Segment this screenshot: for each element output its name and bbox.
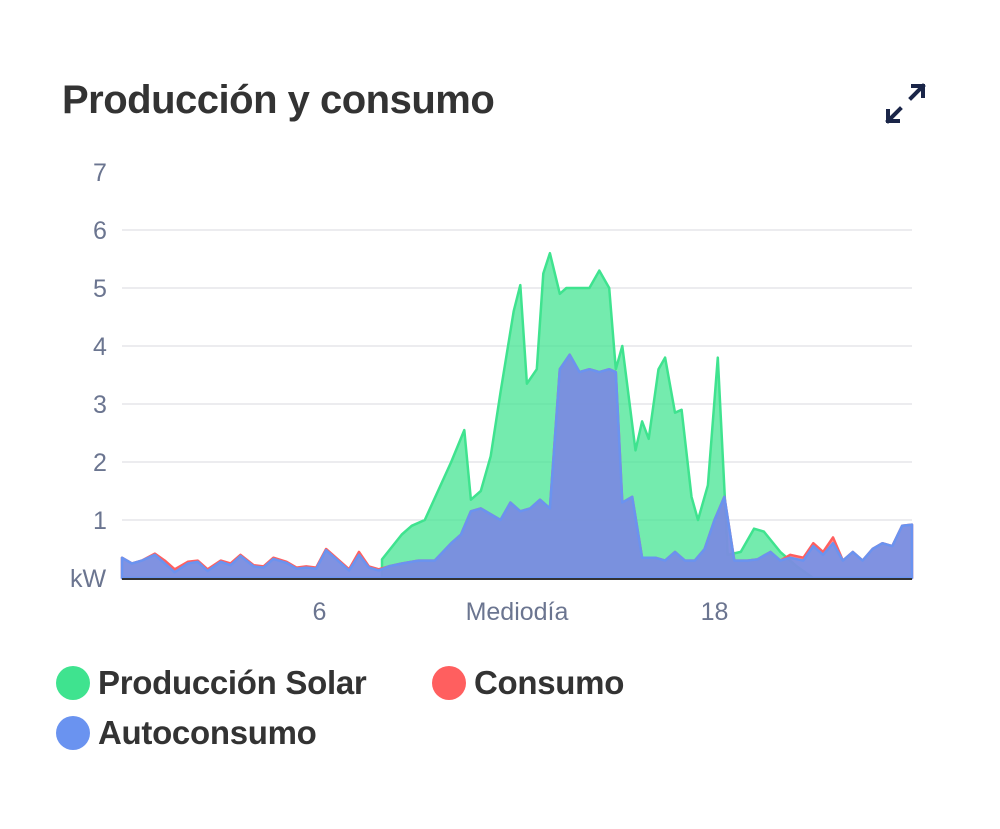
y-tick-label: 3: [93, 391, 107, 419]
y-tick-label: 1: [93, 507, 107, 535]
y-tick-label: 5: [93, 275, 107, 303]
expand-arrows-icon: [885, 83, 926, 124]
expand-button[interactable]: [880, 78, 932, 130]
y-axis-ticks: 7 6 5 4 3 2 1: [93, 159, 107, 535]
x-axis-ticks: 6 Mediodía 18: [313, 598, 729, 626]
legend-label-autoconsumo: Autoconsumo: [98, 714, 317, 751]
y-axis-unit-label: kW: [70, 565, 107, 593]
legend-item-produccion-solar[interactable]: Producción Solar: [56, 664, 367, 702]
card-title: Producción y consumo: [62, 78, 495, 122]
series-area-autoconsumo: [120, 353, 914, 580]
y-tick-label: 2: [93, 449, 107, 477]
legend-dot-produccion-solar: [56, 666, 90, 700]
series-areas: [120, 251, 914, 580]
legend-item-consumo[interactable]: Consumo: [432, 664, 624, 702]
x-tick-label: Mediodía: [466, 598, 569, 626]
legend-label-consumo: Consumo: [474, 664, 625, 701]
y-tick-label: 7: [93, 159, 107, 187]
area-chart: 7 6 5 4 3 2 1 kW 6 Mediodía 18: [70, 159, 914, 626]
legend-item-autoconsumo[interactable]: Autoconsumo: [56, 714, 317, 752]
x-tick-label: 18: [701, 598, 729, 626]
legend-dot-autoconsumo: [56, 716, 90, 750]
legend-label-produccion-solar: Producción Solar: [98, 664, 367, 701]
y-tick-label: 6: [93, 217, 107, 245]
y-tick-label: 4: [93, 333, 107, 361]
legend-dot-consumo: [432, 666, 466, 700]
x-tick-label: 6: [313, 598, 327, 626]
